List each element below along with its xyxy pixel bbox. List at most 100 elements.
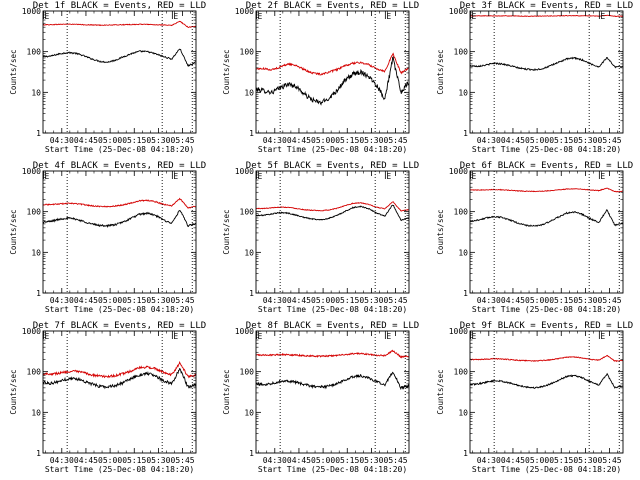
x-tick-label: 04:30 [477,296,501,305]
x-tick-label: 05:30 [146,296,170,305]
x-tick-label: 05:30 [359,456,383,465]
x-tick-label: 05:15 [549,136,573,145]
x-tick-label: 04:45 [287,456,311,465]
x-tick-label: 05:15 [549,296,573,305]
x-axis-label: Start Time (25-Dec-08 04:18:20) [258,145,407,154]
series-events-line [470,209,623,228]
x-tick-label: 05:30 [359,296,383,305]
y-tick-label: 1 [249,289,254,298]
series-events-line [256,371,409,391]
panel-title: Det 9f BLACK = Events, RED = LLD [460,321,633,331]
y-tick-label: 100 [240,208,255,217]
y-axis-label: Counts/sec [9,369,18,414]
y-tick-label: 1000 [22,167,41,176]
y-tick-label: 1000 [449,7,468,16]
y-tick-label: 10 [31,408,41,417]
x-tick-label: 05:15 [335,296,359,305]
series-lld-line [470,187,623,193]
y-tick-label: 1 [463,449,468,458]
x-tick-label: 05:15 [549,456,573,465]
y-tick-label: 1000 [449,327,468,336]
event-marker-label: E [173,12,178,21]
x-tick-label: 05:15 [122,136,146,145]
plot-frame [42,10,197,134]
series-events-line [256,204,409,222]
series-events-line [470,372,623,389]
y-tick-label: 100 [454,208,469,217]
event-marker-label: E [472,172,477,181]
x-tick-label: 05:00 [525,136,549,145]
y-tick-label: 10 [458,248,468,257]
series-lld-line [43,197,196,209]
x-axis-label: Start Time (25-Dec-08 04:18:20) [45,145,194,154]
panel-det-7f: E E 1 10 100 1000 04:30 04:45 05:00 05:15 05:30 05:… [9,321,206,474]
y-tick-label: 1 [36,449,41,458]
series-lld-line [43,360,196,379]
panel-title: Det 3f BLACK = Events, RED = LLD [460,1,633,11]
panel-det-9f: E E 1 10 100 1000 04:30 04:45 05:00 05:15 05:30 05:… [436,321,633,474]
y-tick-label: 10 [244,248,254,257]
y-tick-label: 1000 [235,167,254,176]
x-tick-label: 04:45 [501,136,525,145]
series-lld-line [256,349,409,359]
y-tick-label: 1000 [235,327,254,336]
series-events-line [43,210,196,229]
x-tick-label: 05:15 [122,456,146,465]
y-axis-label: Counts/sec [436,209,445,254]
y-tick-label: 100 [454,368,469,377]
plot-frame [469,330,624,454]
x-tick-label: 05:30 [573,296,597,305]
event-marker-label: E [600,172,605,181]
y-tick-label: 10 [458,408,468,417]
x-tick-label: 05:45 [171,136,195,145]
panel-title: Det 1f BLACK = Events, RED = LLD [33,1,206,11]
x-axis-label: Start Time (25-Dec-08 04:18:20) [472,145,621,154]
series-lld-line [256,52,409,76]
series-lld-line [256,201,409,212]
y-tick-label: 10 [458,88,468,97]
y-tick-label: 10 [31,88,41,97]
panel-title: Det 5f BLACK = Events, RED = LLD [246,161,419,171]
x-tick-label: 05:00 [525,456,549,465]
x-tick-label: 04:45 [501,456,525,465]
x-tick-label: 04:30 [50,136,74,145]
panel-title: Det 6f BLACK = Events, RED = LLD [460,161,633,171]
y-axis-label: Counts/sec [436,369,445,414]
x-tick-label: 05:45 [598,456,622,465]
x-tick-label: 04:30 [477,136,501,145]
y-tick-label: 100 [240,368,255,377]
x-tick-label: 04:45 [74,456,98,465]
series-events-line [470,56,623,71]
plot-frame [255,170,410,294]
x-tick-label: 04:30 [50,456,74,465]
y-tick-label: 1 [36,129,41,138]
y-axis-label: Counts/sec [222,49,231,94]
y-axis-label: Counts/sec [9,209,18,254]
event-marker-label: E [386,12,391,21]
y-tick-label: 1000 [22,7,41,16]
event-marker-label: E [45,12,50,21]
series-events-line [43,48,196,67]
event-marker-label: E [472,12,477,21]
y-tick-label: 1000 [235,7,254,16]
y-tick-label: 100 [27,208,42,217]
y-axis-label: Counts/sec [222,369,231,414]
x-tick-label: 05:45 [171,456,195,465]
y-tick-label: 100 [27,368,42,377]
x-tick-label: 05:45 [171,296,195,305]
y-tick-label: 10 [244,88,254,97]
y-tick-label: 100 [454,48,469,57]
plot-frame [42,330,197,454]
y-tick-label: 10 [31,248,41,257]
x-tick-label: 05:15 [122,296,146,305]
panel-det-3f: E E 1 10 100 1000 04:30 04:45 05:00 05:15 05:30 05:… [436,1,633,154]
plot-frame [255,10,410,134]
y-tick-label: 10 [244,408,254,417]
x-tick-label: 05:15 [335,456,359,465]
x-tick-label: 05:30 [359,136,383,145]
y-tick-label: 1 [249,449,254,458]
x-tick-label: 04:45 [287,296,311,305]
y-axis-label: Counts/sec [9,49,18,94]
panel-det-6f: E E 1 10 100 1000 04:30 04:45 05:00 05:15 05:30 05:… [436,161,633,314]
